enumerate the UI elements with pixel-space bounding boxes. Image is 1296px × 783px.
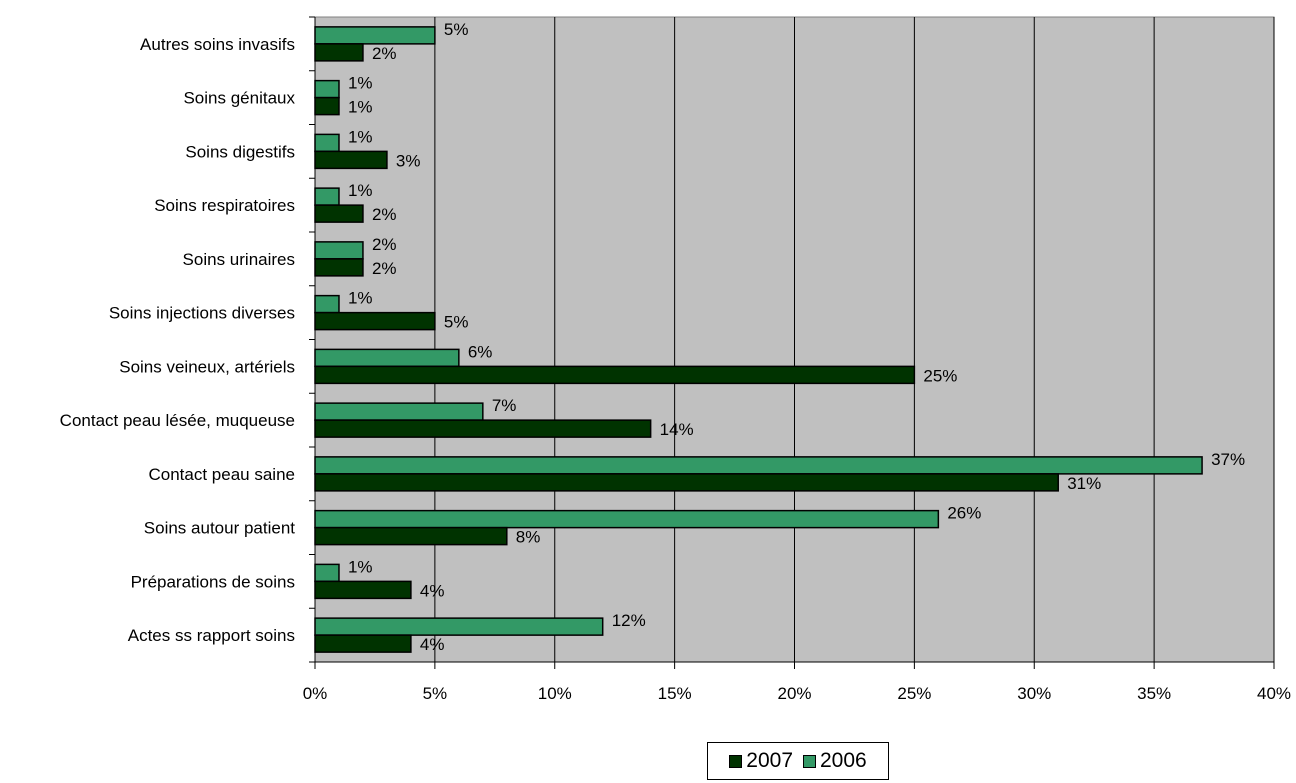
bar-2007: [314, 634, 412, 653]
bar-2006: [314, 187, 340, 206]
legend-swatch-2006: [803, 754, 816, 768]
data-label-2007: 2%: [372, 205, 397, 224]
x-tick-label: 0%: [303, 684, 328, 703]
data-label-2007: 8%: [516, 528, 541, 547]
bar-2007: [314, 43, 364, 62]
x-tick-label: 10%: [538, 684, 572, 703]
category-label: Contact peau saine: [149, 465, 296, 484]
data-label-2006: 37%: [1211, 450, 1245, 469]
data-label-2007: 5%: [444, 313, 469, 332]
bar-2006: [314, 456, 1203, 475]
category-label: Soins injections diverses: [109, 304, 295, 323]
bar-2006: [314, 79, 340, 99]
bar-2007: [314, 580, 412, 600]
legend-item-2007: 2007: [729, 749, 793, 773]
bar-2007: [314, 204, 364, 223]
bar-2006: [314, 617, 604, 636]
data-label-2006: 1%: [348, 181, 373, 200]
data-label-2006: 1%: [348, 74, 373, 93]
x-tick-label: 15%: [658, 684, 692, 703]
bar-2006: [314, 294, 340, 314]
x-tick-label: 35%: [1137, 684, 1171, 703]
category-label: Soins autour patient: [144, 519, 295, 538]
bar-2006: [314, 133, 340, 153]
data-label-2006: 1%: [348, 289, 373, 308]
category-label: Soins urinaires: [183, 250, 295, 269]
category-label: Contact peau lésée, muqueuse: [60, 411, 295, 430]
data-label-2007: 14%: [660, 420, 694, 439]
data-label-2006: 26%: [947, 504, 981, 523]
bar-2006: [314, 241, 364, 260]
category-label: Soins respiratoires: [154, 196, 295, 215]
bar-2007: [314, 150, 388, 170]
bar-2006: [314, 402, 484, 421]
data-label-2007: 25%: [923, 366, 957, 385]
bar-chart: 0% 5% 10% 15% 20% 25% 30% 35% 40% Autres soins in…: [60, 16, 1291, 703]
bar-2007: [314, 311, 436, 331]
bar-2007: [314, 365, 916, 385]
data-label-2006: 1%: [348, 557, 373, 576]
category-label: Soins génitaux: [183, 89, 295, 108]
bar-2007: [314, 258, 364, 277]
legend-label-2006: 2006: [820, 749, 867, 772]
x-tick-label: 30%: [1017, 684, 1051, 703]
x-tick-label: 25%: [897, 684, 931, 703]
data-label-2006: 12%: [612, 611, 646, 630]
bar-2007: [314, 473, 1059, 492]
x-tick-label: 40%: [1257, 684, 1291, 703]
x-tick-label: 20%: [777, 684, 811, 703]
data-label-2007: 2%: [372, 259, 397, 278]
legend-label-2007: 2007: [746, 749, 793, 772]
category-label: Actes ss rapport soins: [128, 626, 295, 645]
category-label: Préparations de soins: [131, 572, 295, 591]
data-label-2006: 5%: [444, 20, 469, 39]
data-label-2006: 7%: [492, 396, 517, 415]
data-label-2006: 6%: [468, 342, 493, 361]
bar-2006: [314, 563, 340, 583]
data-label-2007: 2%: [372, 44, 397, 63]
bar-2007: [314, 526, 508, 546]
bar-2006: [314, 509, 940, 529]
category-label: Soins digestifs: [185, 142, 295, 161]
data-label-2007: 4%: [420, 635, 445, 654]
legend-item-2006: 2006: [803, 749, 867, 773]
x-tick-label: 5%: [423, 684, 448, 703]
legend: 2007 2006: [707, 742, 889, 780]
data-label-2007: 3%: [396, 151, 421, 170]
data-label-2006: 2%: [372, 235, 397, 254]
data-label-2007: 4%: [420, 581, 445, 600]
data-label-2007: 31%: [1067, 474, 1101, 493]
bar-2007: [314, 419, 652, 438]
category-label: Soins veineux, artériels: [119, 357, 295, 376]
bar-2006: [314, 348, 460, 368]
data-label-2007: 1%: [348, 98, 373, 117]
bar-2007: [314, 96, 340, 116]
category-label: Autres soins invasifs: [140, 35, 295, 54]
legend-swatch-2007: [729, 754, 743, 768]
data-label-2006: 1%: [348, 127, 373, 146]
bar-2006: [314, 26, 436, 45]
